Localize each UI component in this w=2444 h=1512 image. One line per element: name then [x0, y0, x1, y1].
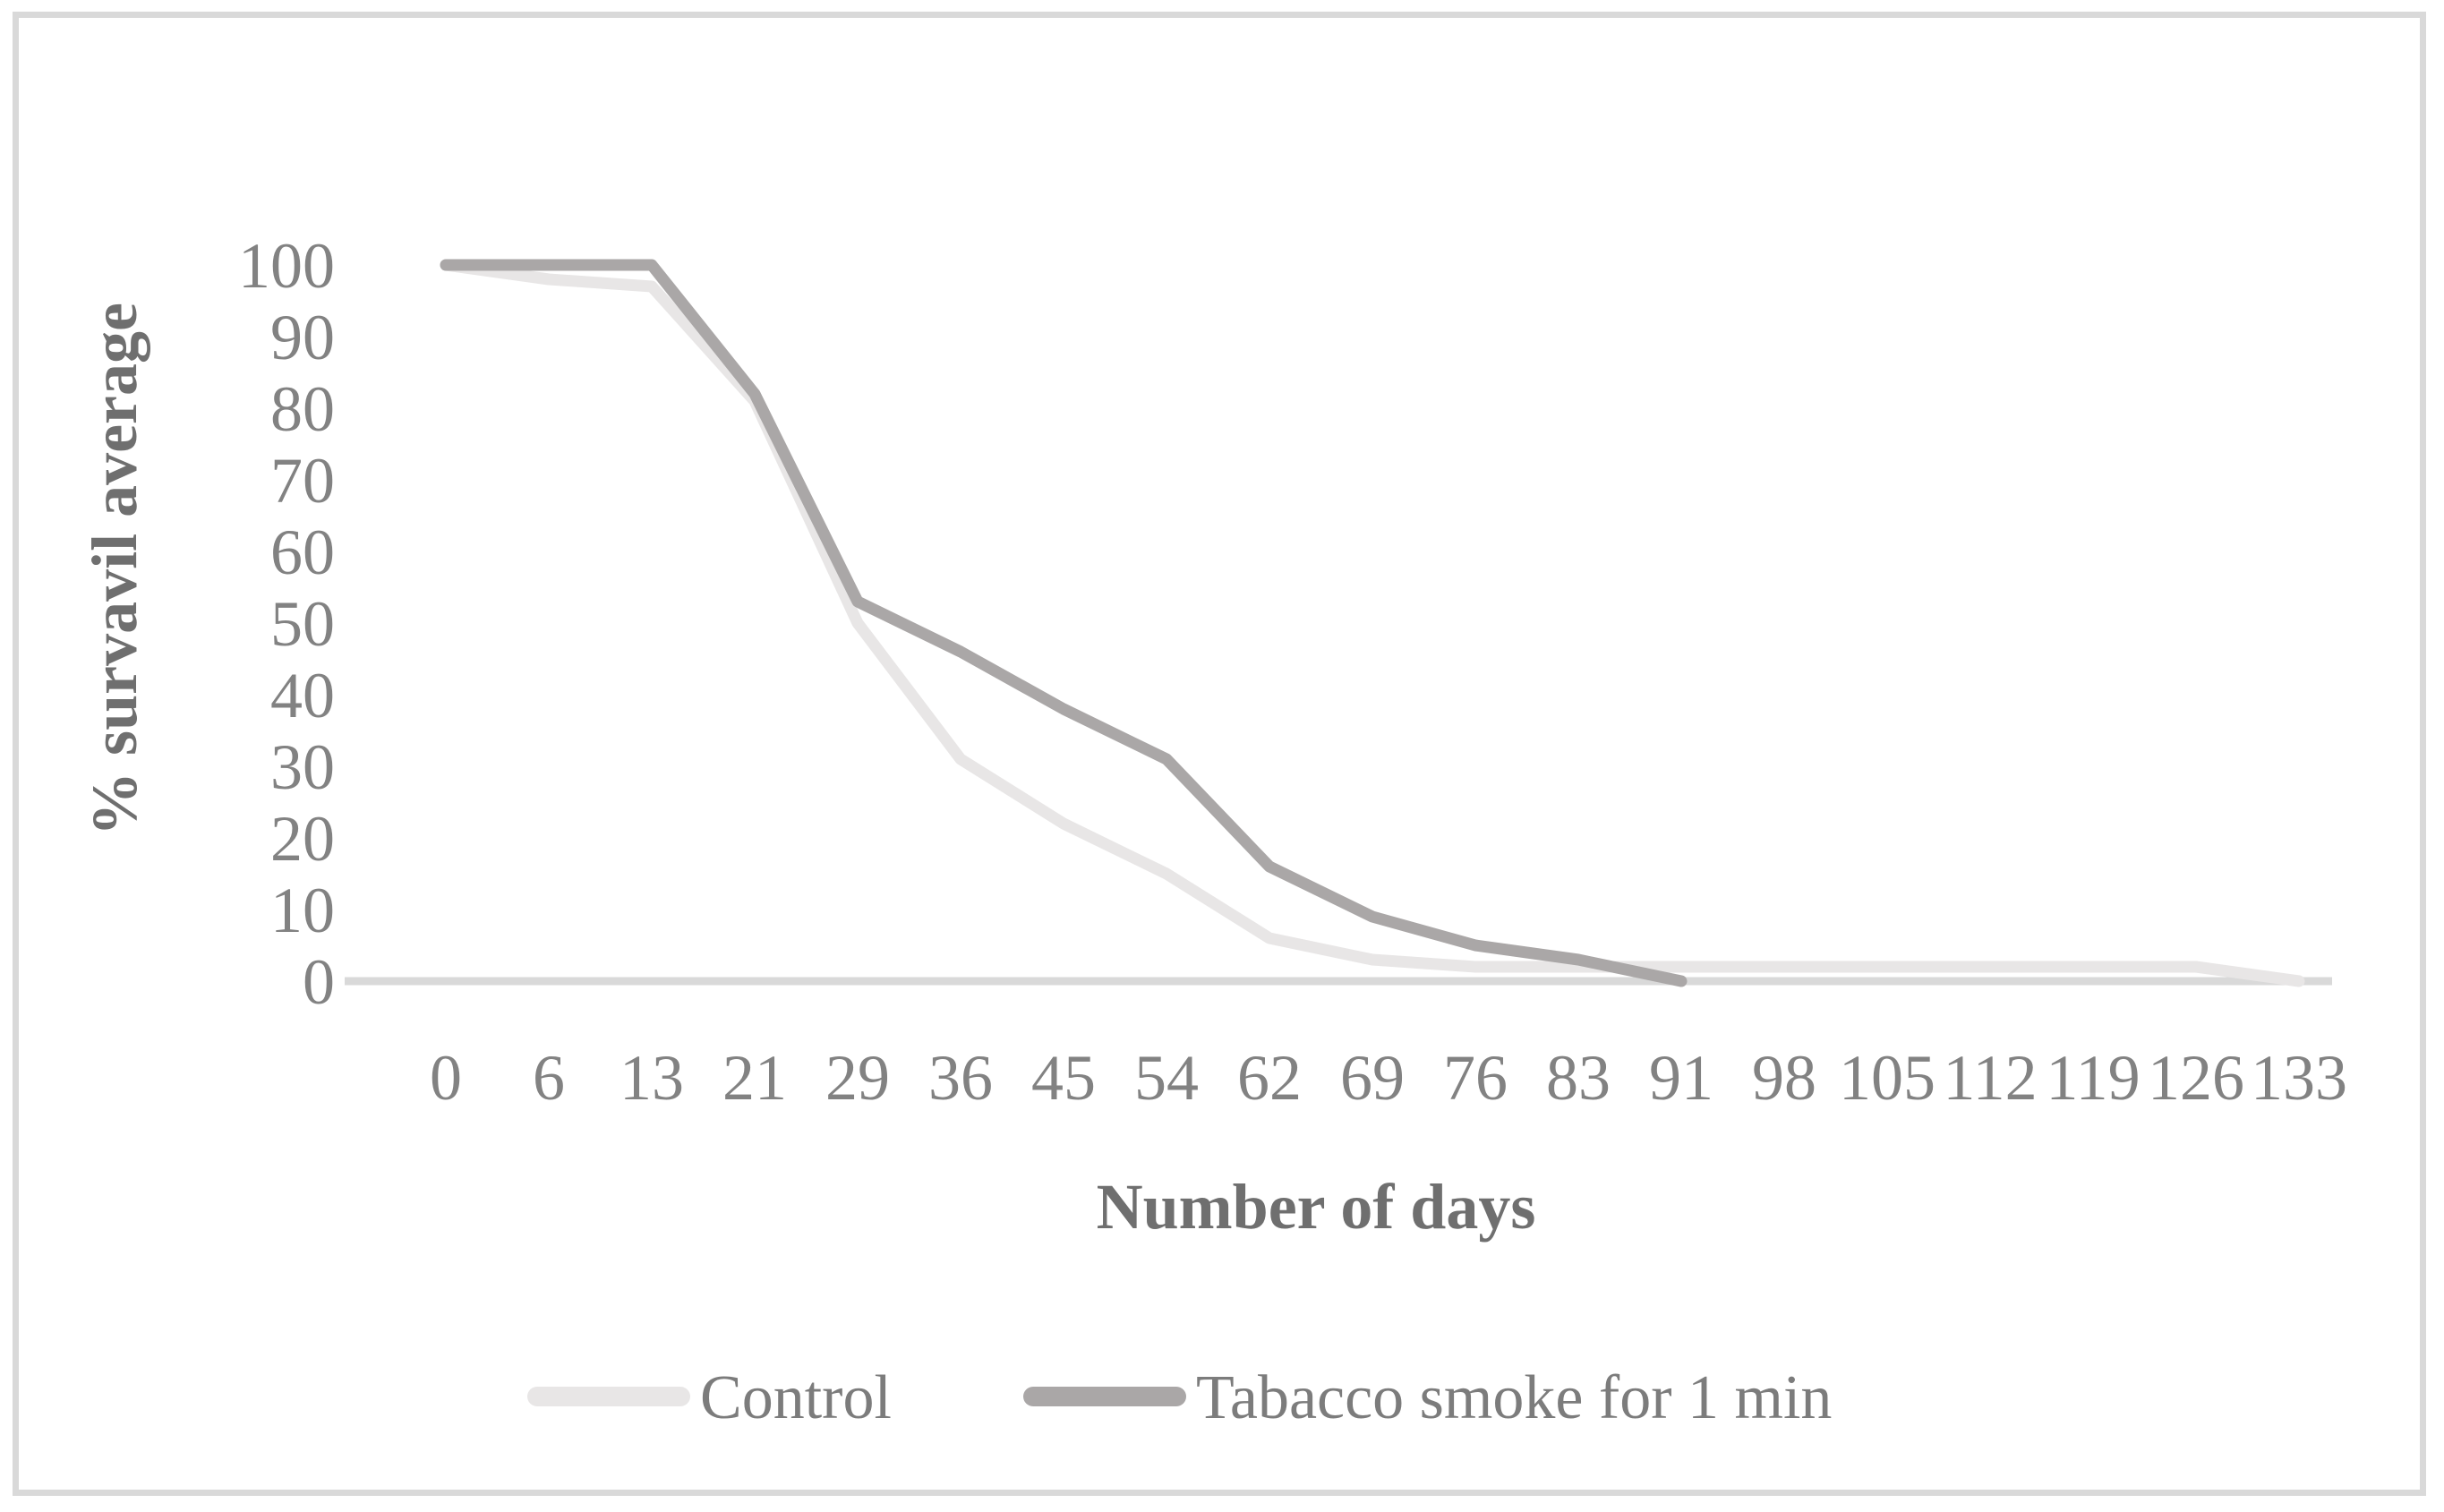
- x-tick-label: 36: [928, 1042, 993, 1114]
- y-tick-label: 90: [270, 302, 335, 373]
- x-tick-label: 21: [722, 1042, 787, 1114]
- series-line-tabacco-smoke: [440, 259, 1688, 987]
- x-tick-label: 29: [825, 1042, 890, 1114]
- x-tick-label: 0: [430, 1042, 462, 1114]
- x-tick-label: 76: [1443, 1042, 1508, 1114]
- y-tick-label: 50: [270, 588, 335, 660]
- y-tick-label: 20: [270, 803, 335, 875]
- y-tick-label: 0: [303, 946, 335, 1018]
- x-tick-label: 45: [1031, 1042, 1096, 1114]
- x-tick-label: 6: [533, 1042, 565, 1114]
- x-tick-label: 105: [1839, 1042, 1936, 1114]
- legend-label-tabacco-smoke: Tabacco smoke for 1 min: [1196, 1363, 1832, 1432]
- x-tick-label: 13: [620, 1042, 684, 1114]
- y-tick-label: 10: [270, 875, 335, 946]
- x-tick-label: 98: [1752, 1042, 1816, 1114]
- x-axis-title: Number of days: [1097, 1171, 1536, 1243]
- y-tick-label: 70: [270, 445, 335, 517]
- y-tick-label: 40: [270, 660, 335, 731]
- x-axis-tick-labels: 0 6 13 21 29 36 45 54 62 69 76 83 91 98 105 112 119 126 13…: [430, 1042, 2347, 1114]
- x-tick-label: 69: [1340, 1042, 1405, 1114]
- x-tick-label: 91: [1649, 1042, 1713, 1114]
- y-axis-title: % survavil average: [79, 303, 150, 836]
- data-series-lines: [440, 259, 2305, 987]
- x-tick-label: 119: [2046, 1042, 2140, 1114]
- x-tick-label: 133: [2251, 1042, 2347, 1114]
- legend-label-control: Control: [700, 1363, 892, 1432]
- figure-border: [13, 12, 2426, 1496]
- x-tick-label: 126: [2148, 1042, 2244, 1114]
- y-tick-label: 100: [238, 230, 335, 302]
- y-tick-label: 60: [270, 517, 335, 588]
- x-tick-label: 83: [1546, 1042, 1611, 1114]
- x-tick-label: 54: [1134, 1042, 1199, 1114]
- legend: Control Tabacco smoke for 1 min: [527, 1363, 1832, 1432]
- x-tick-label: 62: [1237, 1042, 1302, 1114]
- y-tick-label: 30: [270, 731, 335, 803]
- y-tick-label: 80: [270, 373, 335, 445]
- x-tick-label: 112: [1943, 1042, 2037, 1114]
- series-line-control: [440, 259, 2305, 987]
